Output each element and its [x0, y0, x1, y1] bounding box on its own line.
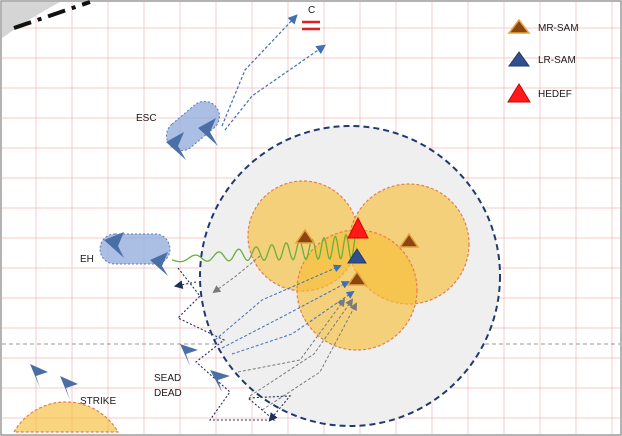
sead-route-arrow	[231, 290, 355, 355]
eh-formation	[99, 232, 171, 276]
sead-route-arrow	[214, 264, 342, 341]
aircraft-icon	[30, 364, 48, 388]
aircraft-icon	[60, 376, 78, 400]
mr-sam-site-icon	[346, 270, 368, 286]
aircraft-icon	[210, 370, 230, 392]
esc-formation	[166, 100, 220, 160]
sead-route-arrow	[212, 255, 261, 294]
evasive-route	[177, 267, 292, 422]
legend-mr-sam-label: MR-SAM	[538, 23, 579, 34]
jamming-signal	[171, 233, 357, 263]
aircraft-icon	[198, 118, 218, 146]
legend-lr-sam-icon	[508, 51, 530, 67]
top-left-boundary-line	[13, 0, 91, 30]
legend-mr-sam-icon	[507, 18, 531, 34]
c-label: C	[308, 5, 315, 16]
strike-label: STRIKE	[80, 396, 116, 407]
esc-route-arrow	[221, 14, 298, 127]
dead-label: DEAD	[154, 388, 182, 399]
aircraft-icon	[166, 132, 186, 160]
legend-hedef-label: HEDEF	[538, 89, 572, 100]
legend-lr-sam-label: LR-SAM	[538, 55, 576, 66]
hedef-target-icon	[347, 216, 369, 239]
legend-hedef-icon	[507, 83, 531, 103]
sead-label: SEAD	[154, 373, 181, 384]
legend: MR-SAM LR-SAM HEDEF	[507, 18, 579, 103]
threat-zone-bottom-left	[12, 401, 120, 433]
dead-route-arrow	[237, 298, 346, 373]
esc-label: ESC	[136, 113, 157, 124]
strike-route-arrow	[249, 298, 354, 397]
aircraft-icon	[150, 252, 168, 276]
sead-route-arrow	[221, 281, 350, 349]
lr-sam-site-icon	[347, 248, 367, 264]
aircraft-icon	[180, 344, 198, 366]
esc-route-arrow	[224, 44, 326, 131]
mr-sam-site-icon	[294, 228, 316, 244]
top-left-zone	[2, 2, 60, 38]
eh-label: EH	[80, 254, 94, 265]
evasive-route	[173, 280, 197, 290]
strike-route-arrow	[261, 302, 357, 411]
aircraft-icon	[104, 232, 124, 258]
mr-sam-site-icon	[398, 232, 420, 248]
